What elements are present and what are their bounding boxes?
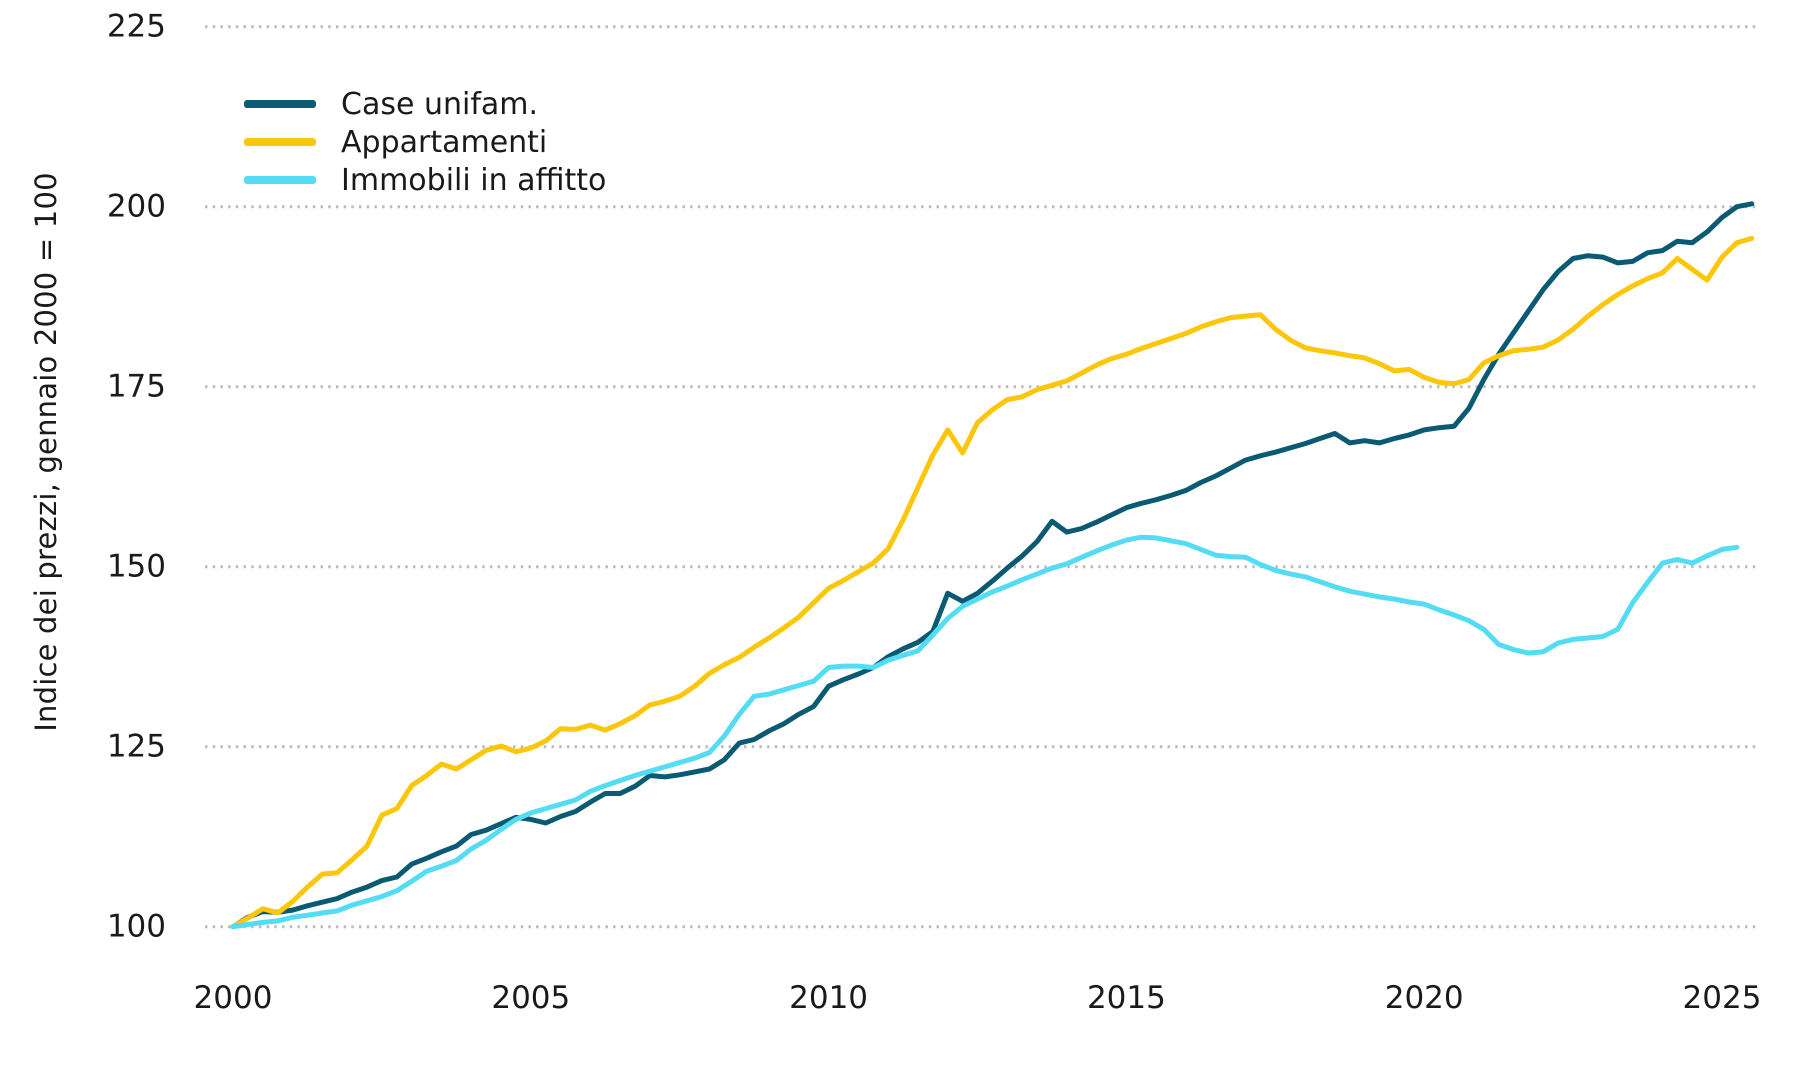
legend: Case unifam. Appartamenti Immobili in af…: [244, 85, 606, 199]
y-tick-label-150: 150: [107, 549, 166, 585]
legend-item-appartamenti: Appartamenti: [244, 123, 606, 161]
legend-swatch-case-unifam: [244, 100, 316, 108]
y-tick-label-175: 175: [107, 369, 166, 405]
legend-label-case-unifam: Case unifam.: [341, 86, 539, 122]
x-tick-label-2020: 2020: [1385, 980, 1464, 1016]
legend-swatch-appartamenti: [244, 138, 316, 146]
x-tick-label-2015: 2015: [1087, 980, 1166, 1016]
series-line-appartamenti: [230, 235, 1755, 930]
y-tick-label-225: 225: [107, 9, 166, 45]
x-tick-label-2025: 2025: [1683, 980, 1762, 1016]
y-tick-label-200: 200: [107, 189, 166, 225]
x-tick-label-2000: 2000: [194, 980, 273, 1016]
legend-label-appartamenti: Appartamenti: [341, 124, 548, 160]
legend-label-immobili-in-affitto: Immobili in affitto: [341, 162, 607, 198]
series-line-immobili-in-affitto: [230, 534, 1740, 930]
legend-swatch-immobili-in-affitto: [244, 176, 316, 184]
y-axis-title-text: Indice dei prezzi, gennaio 2000 = 100: [29, 172, 63, 732]
legend-item-case-unifam: Case unifam.: [244, 85, 606, 123]
x-tick-label-2005: 2005: [491, 980, 570, 1016]
x-tick-label-2010: 2010: [789, 980, 868, 1016]
y-tick-label-125: 125: [107, 729, 166, 765]
y-tick-label-100: 100: [107, 909, 166, 945]
legend-item-immobili-in-affitto: Immobili in affitto: [244, 161, 606, 199]
